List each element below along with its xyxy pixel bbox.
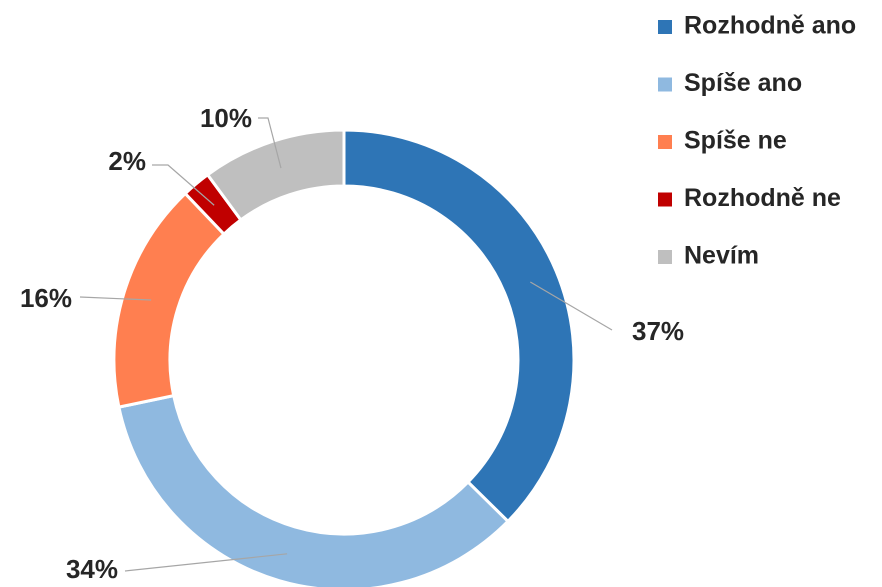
legend-swatch bbox=[658, 135, 672, 149]
legend-label: Rozhodně ano bbox=[684, 12, 856, 40]
data-label: 37% bbox=[632, 316, 684, 346]
legend-label: Spíše ano bbox=[684, 69, 802, 97]
legend-swatch bbox=[658, 77, 672, 92]
legend-swatch bbox=[658, 192, 672, 207]
slice bbox=[117, 393, 511, 587]
legend-label: Rozhodně ne bbox=[684, 184, 841, 212]
leader-line bbox=[124, 553, 288, 572]
data-label: 16% bbox=[20, 283, 72, 313]
legend-label: Spíše ne bbox=[684, 127, 787, 155]
leader-line bbox=[152, 164, 215, 206]
leader-line bbox=[79, 296, 152, 301]
legend-swatch bbox=[658, 250, 672, 264]
data-label: 2% bbox=[108, 146, 146, 176]
legend-label: Nevím bbox=[684, 242, 759, 270]
legend-swatch bbox=[658, 20, 672, 34]
data-label: 10% bbox=[200, 103, 252, 133]
leader-line bbox=[258, 117, 282, 169]
slice bbox=[342, 128, 576, 524]
slice bbox=[112, 191, 227, 409]
leader-line bbox=[530, 281, 613, 331]
slice bbox=[205, 128, 346, 222]
data-label: 34% bbox=[66, 554, 118, 584]
